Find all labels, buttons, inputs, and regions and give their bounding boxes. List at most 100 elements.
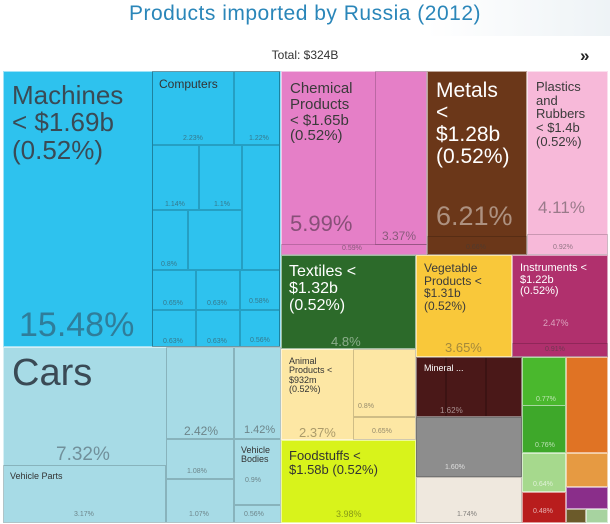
- treemap-subcell-plastics[interactable]: 0.92%: [527, 234, 608, 255]
- treemap-cell-other[interactable]: 0.76%: [522, 405, 566, 453]
- treemap-label-textiles: Textiles < $1.32b (0.52%): [289, 263, 357, 314]
- treemap-label-cars: Cars: [12, 352, 93, 394]
- treemap-label-metals: Metals < $1.28b (0.52%): [436, 79, 510, 169]
- treemap-share-plastics: 4.11%: [538, 198, 585, 217]
- treemap-subshare: 1.1%: [214, 201, 230, 208]
- treemap-cell-instruments[interactable]: Instruments < $1.22b (0.52%) 2.47%: [512, 255, 608, 357]
- treemap-cell-other[interactable]: [566, 357, 608, 453]
- treemap-label-instruments: Instruments < $1.22b (0.52%): [520, 262, 587, 298]
- treemap-subcell-chemical[interactable]: 0.59%: [281, 244, 427, 255]
- treemap-share-cars: 7.32%: [56, 444, 110, 465]
- treemap-divider: [188, 210, 242, 270]
- treemap-subshare: 0.65%: [163, 300, 183, 307]
- treemap-subcell-machines[interactable]: 0.63%: [152, 310, 196, 347]
- treemap-subcell-machines[interactable]: 0.58%: [240, 270, 280, 310]
- treemap-label-chemical: Chemical Products < $1.65b (0.52%): [290, 80, 353, 145]
- treemap-share-other: 0.76%: [535, 442, 555, 449]
- treemap-divider: [446, 357, 486, 417]
- treemap-subshare: 0.8%: [161, 261, 177, 268]
- treemap-share-other: 0.48%: [533, 508, 553, 515]
- treemap-subcell-cars[interactable]: 1.42%: [234, 347, 281, 439]
- treemap-subshare: 1.22%: [249, 135, 269, 142]
- treemap-subcell-machines[interactable]: 1.1%: [199, 145, 242, 210]
- treemap-subshare: 0.56%: [250, 337, 270, 344]
- treemap-subcell-machines[interactable]: Computers 2.23%: [152, 71, 234, 145]
- treemap-subcell-machines[interactable]: 0.63%: [196, 270, 240, 310]
- treemap-subshare: 1.42%: [244, 424, 276, 436]
- treemap-subcell-mineral[interactable]: 1.60%: [416, 417, 522, 477]
- treemap-cell-other[interactable]: [586, 509, 608, 523]
- treemap-subshare: 0.56%: [244, 511, 264, 518]
- treemap-sublabel: Vehicle Bodies: [241, 445, 271, 465]
- treemap-label-foodstuffs: Foodstuffs < $1.58b (0.52%): [289, 448, 378, 477]
- treemap-subshare: 2.42%: [184, 424, 219, 438]
- treemap-sublabel: Computers: [159, 77, 218, 91]
- treemap-subcell-chemical[interactable]: 3.37%: [375, 71, 427, 245]
- page-title: Products imported by Russia (2012): [129, 2, 481, 25]
- treemap-cell-other[interactable]: [566, 509, 586, 523]
- treemap-subshare: 1.60%: [445, 464, 465, 471]
- treemap-subshare: 0.63%: [207, 300, 227, 307]
- treemap-cell-mineral[interactable]: Mineral ... 1.62%: [416, 357, 522, 417]
- treemap-subcell-metals[interactable]: 0.66%: [427, 236, 527, 255]
- treemap-subcell-cars[interactable]: 1.08%: [166, 439, 234, 479]
- treemap-subcell-machines[interactable]: 1.22%: [234, 71, 280, 145]
- treemap-sublabel: Vehicle Parts: [10, 471, 63, 481]
- treemap-cell-other[interactable]: [566, 453, 608, 487]
- treemap-subcell-cars[interactable]: 1.07%: [166, 479, 234, 523]
- treemap-share-instruments: 2.47%: [543, 318, 569, 328]
- treemap-cell-vegetable[interactable]: Vegetable Products < $1.31b (0.52%) 3.65%: [416, 255, 512, 357]
- treemap-cell-animal[interactable]: Animal Products < $932m (0.52%) 2.37%: [281, 349, 416, 440]
- treemap-subshare: 3.17%: [74, 511, 94, 518]
- treemap-share-other: 0.77%: [536, 396, 556, 403]
- treemap-label-machines: Machines < $1.69b (0.52%): [12, 80, 124, 165]
- treemap-cell-other[interactable]: 0.48%: [522, 492, 566, 523]
- treemap-label-plastics: Plastics and Rubbers < $1.4b (0.52%): [536, 79, 586, 149]
- treemap-cell-chemical[interactable]: Chemical Products < $1.65b (0.52%) 5.99%: [281, 71, 427, 255]
- treemap-divider: [242, 145, 280, 270]
- double-chevron-right-icon[interactable]: »: [580, 46, 590, 65]
- treemap-subshare: 0.66%: [466, 244, 486, 251]
- treemap-subcell-cars[interactable]: Vehicle Bodies 0.9%: [234, 439, 281, 505]
- treemap-subshare: 1.08%: [187, 468, 207, 475]
- treemap-divider: [152, 71, 280, 347]
- treemap-subshare: 1.14%: [165, 201, 185, 208]
- treemap-subcell-instruments[interactable]: 0.91%: [512, 343, 608, 357]
- treemap-label-animal: Animal Products < $932m (0.52%): [289, 356, 333, 395]
- treemap-subcell-animal[interactable]: 0.8%: [353, 349, 416, 417]
- treemap-cell-cars[interactable]: Cars 7.32%: [3, 347, 281, 523]
- treemap-subcell-animal[interactable]: 0.65%: [353, 417, 416, 440]
- treemap-subshare: 2.23%: [183, 135, 203, 142]
- treemap-cell-other[interactable]: 0.64%: [522, 453, 566, 492]
- treemap-share-other: 0.64%: [533, 481, 553, 488]
- treemap-divider: [486, 357, 522, 417]
- treemap-share-chemical: 5.99%: [290, 211, 353, 236]
- treemap-subcell-machines[interactable]: 0.65%: [152, 270, 196, 310]
- treemap-share-mineral: 1.62%: [440, 406, 463, 415]
- treemap-cell-other[interactable]: [566, 487, 608, 509]
- treemap-share-metals: 6.21%: [436, 201, 513, 231]
- treemap-cell-plastics[interactable]: Plastics and Rubbers < $1.4b (0.52%) 4.11…: [527, 71, 608, 255]
- treemap-subcell-cars[interactable]: 2.42%: [166, 347, 234, 439]
- treemap-subshare: 0.63%: [207, 338, 227, 345]
- treemap-cell-metals[interactable]: Metals < $1.28b (0.52%) 6.21%: [427, 71, 527, 255]
- treemap-share-animal: 2.37%: [299, 425, 336, 440]
- treemap-subshare: 0.8%: [358, 403, 374, 410]
- treemap-subshare: 0.91%: [545, 346, 565, 353]
- treemap-subcell-machines[interactable]: 0.56%: [240, 310, 280, 347]
- treemap-cell-textiles[interactable]: Textiles < $1.32b (0.52%) 4.8%: [281, 255, 416, 349]
- treemap-subcell-machines[interactable]: 0.63%: [196, 310, 240, 347]
- treemap-subshare: 3.37%: [382, 229, 417, 243]
- treemap-subcell-cars[interactable]: Vehicle Parts 3.17%: [3, 465, 166, 523]
- treemap-share-foodstuffs: 3.98%: [336, 509, 362, 519]
- treemap-subcell-machines[interactable]: 1.14%: [152, 145, 199, 210]
- treemap-subcell-machines[interactable]: 0.8%: [152, 210, 188, 270]
- treemap-subcell-cars[interactable]: 0.56%: [234, 505, 281, 523]
- treemap-cell-foodstuffs[interactable]: Foodstuffs < $1.58b (0.52%) 3.98%: [281, 440, 416, 523]
- treemap-share-vegetable: 3.65%: [445, 340, 482, 355]
- treemap-subshare: 0.65%: [372, 428, 392, 435]
- treemap-label-vegetable: Vegetable Products < $1.31b (0.52%): [424, 261, 482, 313]
- treemap-subcell-mineral[interactable]: 1.74%: [416, 477, 522, 523]
- treemap-cell-machines[interactable]: Machines < $1.69b (0.52%) 15.48%: [3, 71, 281, 347]
